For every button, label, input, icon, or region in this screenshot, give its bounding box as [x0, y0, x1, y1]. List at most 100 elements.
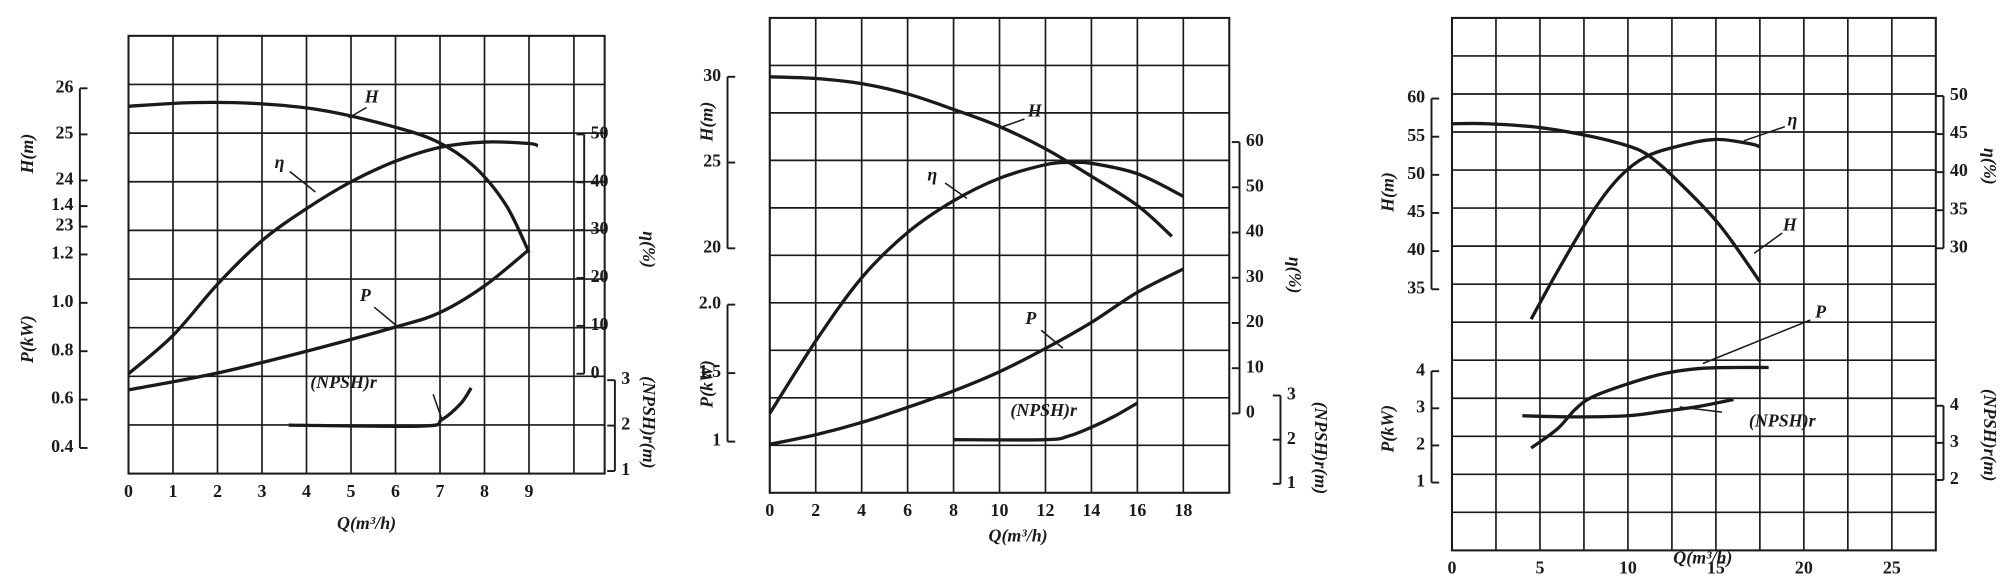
y-tick-label: 30 [1950, 236, 1968, 256]
y-tick-label: 1 [1416, 471, 1425, 491]
curve [769, 267, 1185, 446]
y-tick-label: 3 [621, 368, 630, 388]
y-tick-label: 30 [703, 65, 721, 85]
y-tick-label: 1.4 [51, 194, 73, 214]
x-tick-label: 0 [1448, 558, 1457, 578]
y-tick-label: 50 [1407, 163, 1425, 183]
axis-title: P(kW) [1377, 405, 1398, 454]
x-tick-label: 5 [347, 481, 356, 501]
x-tick-label: 1 [169, 481, 178, 501]
y-tick-label: 23 [56, 215, 74, 235]
y-tick-label: 20 [1246, 311, 1264, 331]
curve-label: P [1024, 308, 1037, 328]
x-tick-label: 20 [1795, 558, 1813, 578]
y-tick-label: 45 [1407, 201, 1425, 221]
x-tick-label: 16 [1128, 500, 1146, 520]
x-tick-label: 2 [811, 500, 820, 520]
leader-line [998, 118, 1025, 129]
axis-title: H(m) [17, 134, 38, 175]
x-tick-label: 0 [765, 500, 774, 520]
curve-label: (NPSH)r [1010, 400, 1078, 421]
leader-line [348, 106, 367, 119]
x-tick-label: 3 [258, 481, 267, 501]
axis-title: η(%) [638, 231, 659, 268]
y-tick-label: 2 [1950, 468, 1959, 488]
y-tick-label: 40 [591, 170, 609, 190]
axis-title: η(%) [1979, 148, 2000, 185]
y-tick-label: 3 [1287, 384, 1296, 404]
y-tick-label: 4 [1950, 394, 1959, 414]
y-tick-label: 1.5 [699, 361, 721, 381]
y-tick-label: 1 [1287, 472, 1296, 492]
axis-title: H(m) [696, 102, 717, 143]
x-tick-label: 4 [857, 500, 866, 520]
curve [1529, 137, 1761, 320]
curve-label: P [1814, 302, 1827, 322]
y-tick-label: 3 [1950, 431, 1959, 451]
y-tick-label: 0.6 [51, 388, 73, 408]
y-tick-label: 2 [1287, 428, 1296, 448]
x-tick-label: 6 [391, 481, 400, 501]
x-tick-label: 10 [991, 500, 1009, 520]
y-tick-label: 35 [1407, 277, 1425, 297]
x-tick-label: 18 [1174, 500, 1192, 520]
axis-title: (NPSH)r(m) [1310, 402, 1331, 495]
x-tick-label: 2 [213, 481, 222, 501]
leader-line [1702, 319, 1811, 365]
x-tick-label: 12 [1037, 500, 1055, 520]
x-tick-label: 10 [1619, 558, 1637, 578]
x-tick-label: 5 [1535, 558, 1544, 578]
axis-title: P(kW) [17, 315, 38, 364]
y-tick-label: 24 [56, 169, 74, 189]
y-tick-label: 60 [1246, 130, 1264, 150]
x-tick-label: 8 [480, 481, 489, 501]
y-tick-label: 20 [591, 266, 609, 286]
y-tick-label: 0 [1246, 402, 1255, 422]
y-tick-label: 2 [1416, 434, 1425, 454]
x-axis-title: Q(m³/h) [989, 526, 1048, 547]
y-tick-label: 50 [591, 123, 609, 143]
y-tick-label: 60 [1407, 87, 1425, 107]
curve [128, 248, 531, 392]
y-tick-label: 1.0 [51, 291, 73, 311]
y-tick-label: 2 [621, 414, 630, 434]
y-tick-label: 1 [712, 430, 721, 450]
x-tick-label: 7 [436, 481, 445, 501]
leader-line [944, 182, 968, 200]
y-tick-label: 3 [1416, 396, 1425, 416]
curve [1530, 365, 1769, 450]
curve-label: η [927, 165, 937, 185]
y-tick-label: 55 [1407, 125, 1425, 145]
curve [953, 401, 1139, 442]
y-tick-label: 2.0 [699, 293, 721, 313]
y-tick-label: 30 [1246, 266, 1264, 286]
x-tick-label: 25 [1883, 558, 1901, 578]
y-tick-label: 50 [1950, 84, 1968, 104]
leader-line [289, 170, 316, 193]
leader-line [1743, 125, 1786, 142]
y-tick-label: 40 [1246, 221, 1264, 241]
y-tick-label: 0 [591, 362, 600, 382]
y-tick-label: 10 [1246, 356, 1264, 376]
y-tick-label: 26 [56, 76, 74, 96]
x-axis-title: Q(m³/h) [1673, 547, 1732, 568]
y-tick-label: 10 [591, 314, 609, 334]
y-tick-label: 40 [1407, 239, 1425, 259]
y-tick-label: 0.4 [51, 436, 73, 456]
curve [1522, 397, 1734, 419]
x-tick-label: 0 [124, 481, 133, 501]
y-tick-label: 40 [1950, 160, 1968, 180]
leader-line [1679, 406, 1723, 413]
y-tick-label: 35 [1950, 198, 1968, 218]
leader-line [1040, 329, 1064, 349]
x-tick-label: 15 [1707, 558, 1725, 578]
y-tick-label: 45 [1950, 122, 1968, 142]
y-tick-label: 25 [703, 151, 721, 171]
y-tick-label: 25 [56, 123, 74, 143]
curve-label: H [364, 87, 380, 107]
curve-label: P [359, 285, 372, 305]
x-tick-label: 14 [1082, 500, 1100, 520]
y-tick-label: 1 [621, 459, 630, 479]
y-tick-label: 50 [1246, 175, 1264, 195]
